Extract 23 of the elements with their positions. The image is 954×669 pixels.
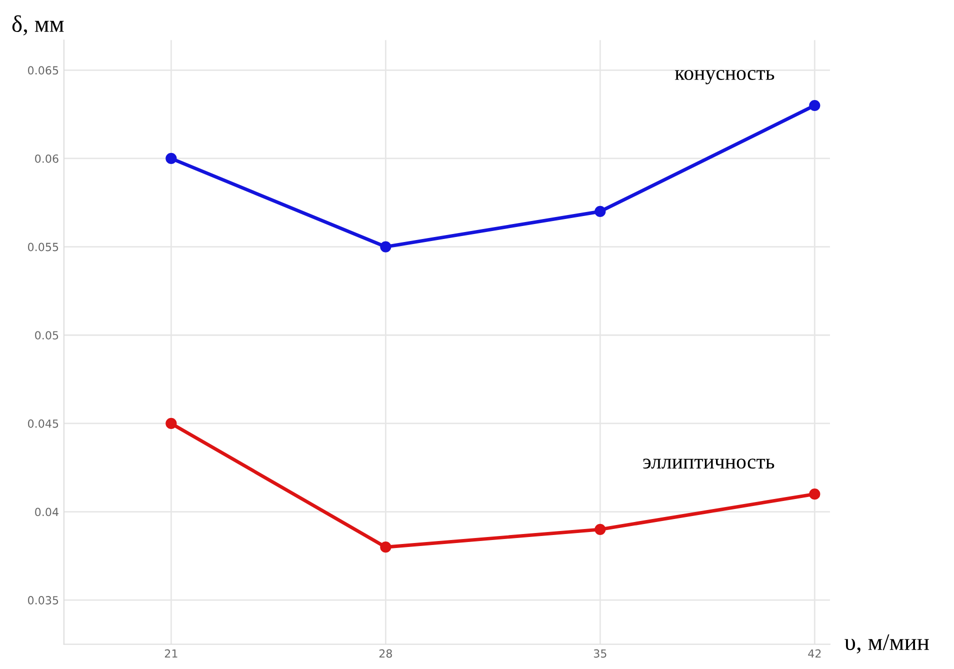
point (380, 241, 392, 252)
point (594, 206, 606, 218)
point (809, 488, 820, 500)
x-tick-label: 42 (808, 649, 821, 658)
series-label: конусность (674, 70, 774, 84)
point (166, 152, 177, 164)
x-axis-title: υ, м/мин (844, 634, 929, 654)
x-tick-label: 21 (164, 649, 178, 658)
y-tick-label: 0.055 (28, 242, 58, 252)
series-label: эллиптичность (643, 458, 774, 469)
y-tick-label: 0.065 (28, 66, 58, 75)
x-tick-label: 28 (379, 649, 392, 658)
y-tick-label: 0.035 (28, 596, 58, 604)
y-tick-label: 0.045 (28, 419, 58, 428)
point (594, 524, 606, 535)
y-axis-title: δ, мм (12, 15, 64, 36)
y-tick-label: 0.05 (35, 331, 58, 340)
point (380, 542, 392, 553)
y-tick-label: 0.06 (35, 154, 58, 163)
point (166, 418, 177, 430)
x-tick-label: 35 (594, 649, 606, 658)
point (809, 100, 820, 112)
y-tick-label: 0.04 (35, 508, 58, 516)
